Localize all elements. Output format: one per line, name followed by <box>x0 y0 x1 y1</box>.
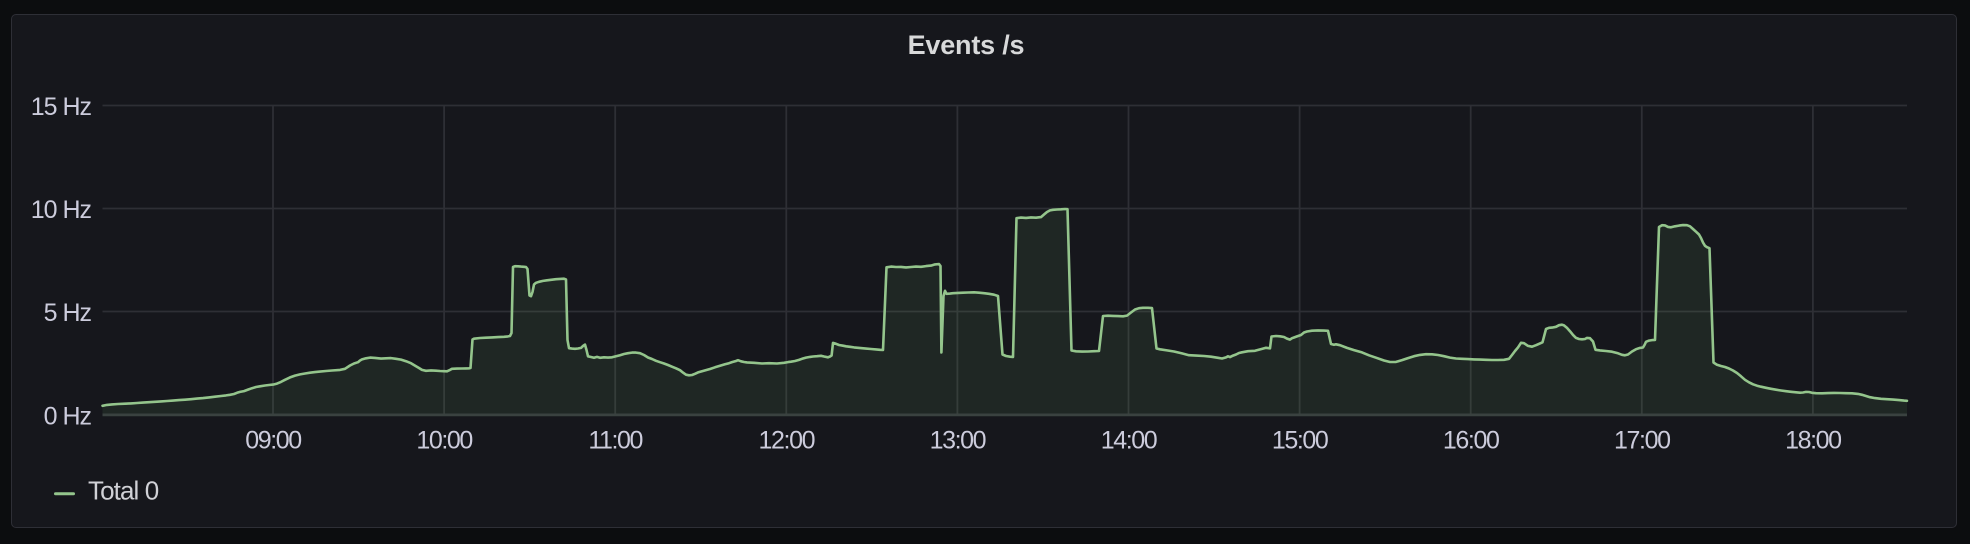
svg-text:18:00: 18:00 <box>1785 426 1841 454</box>
svg-text:14:00: 14:00 <box>1101 426 1157 454</box>
svg-text:15 Hz: 15 Hz <box>31 93 92 121</box>
svg-text:10:00: 10:00 <box>416 426 472 454</box>
svg-text:17:00: 17:00 <box>1614 426 1670 454</box>
svg-text:09:00: 09:00 <box>245 426 301 454</box>
svg-text:16:00: 16:00 <box>1443 426 1499 454</box>
svg-text:13:00: 13:00 <box>930 426 986 454</box>
svg-text:Total 0: Total 0 <box>88 476 159 506</box>
svg-text:0 Hz: 0 Hz <box>44 402 92 430</box>
svg-text:15:00: 15:00 <box>1272 426 1328 454</box>
svg-text:11:00: 11:00 <box>588 426 642 454</box>
svg-text:10 Hz: 10 Hz <box>31 196 92 224</box>
svg-text:12:00: 12:00 <box>759 426 815 454</box>
svg-text:5 Hz: 5 Hz <box>44 299 92 327</box>
